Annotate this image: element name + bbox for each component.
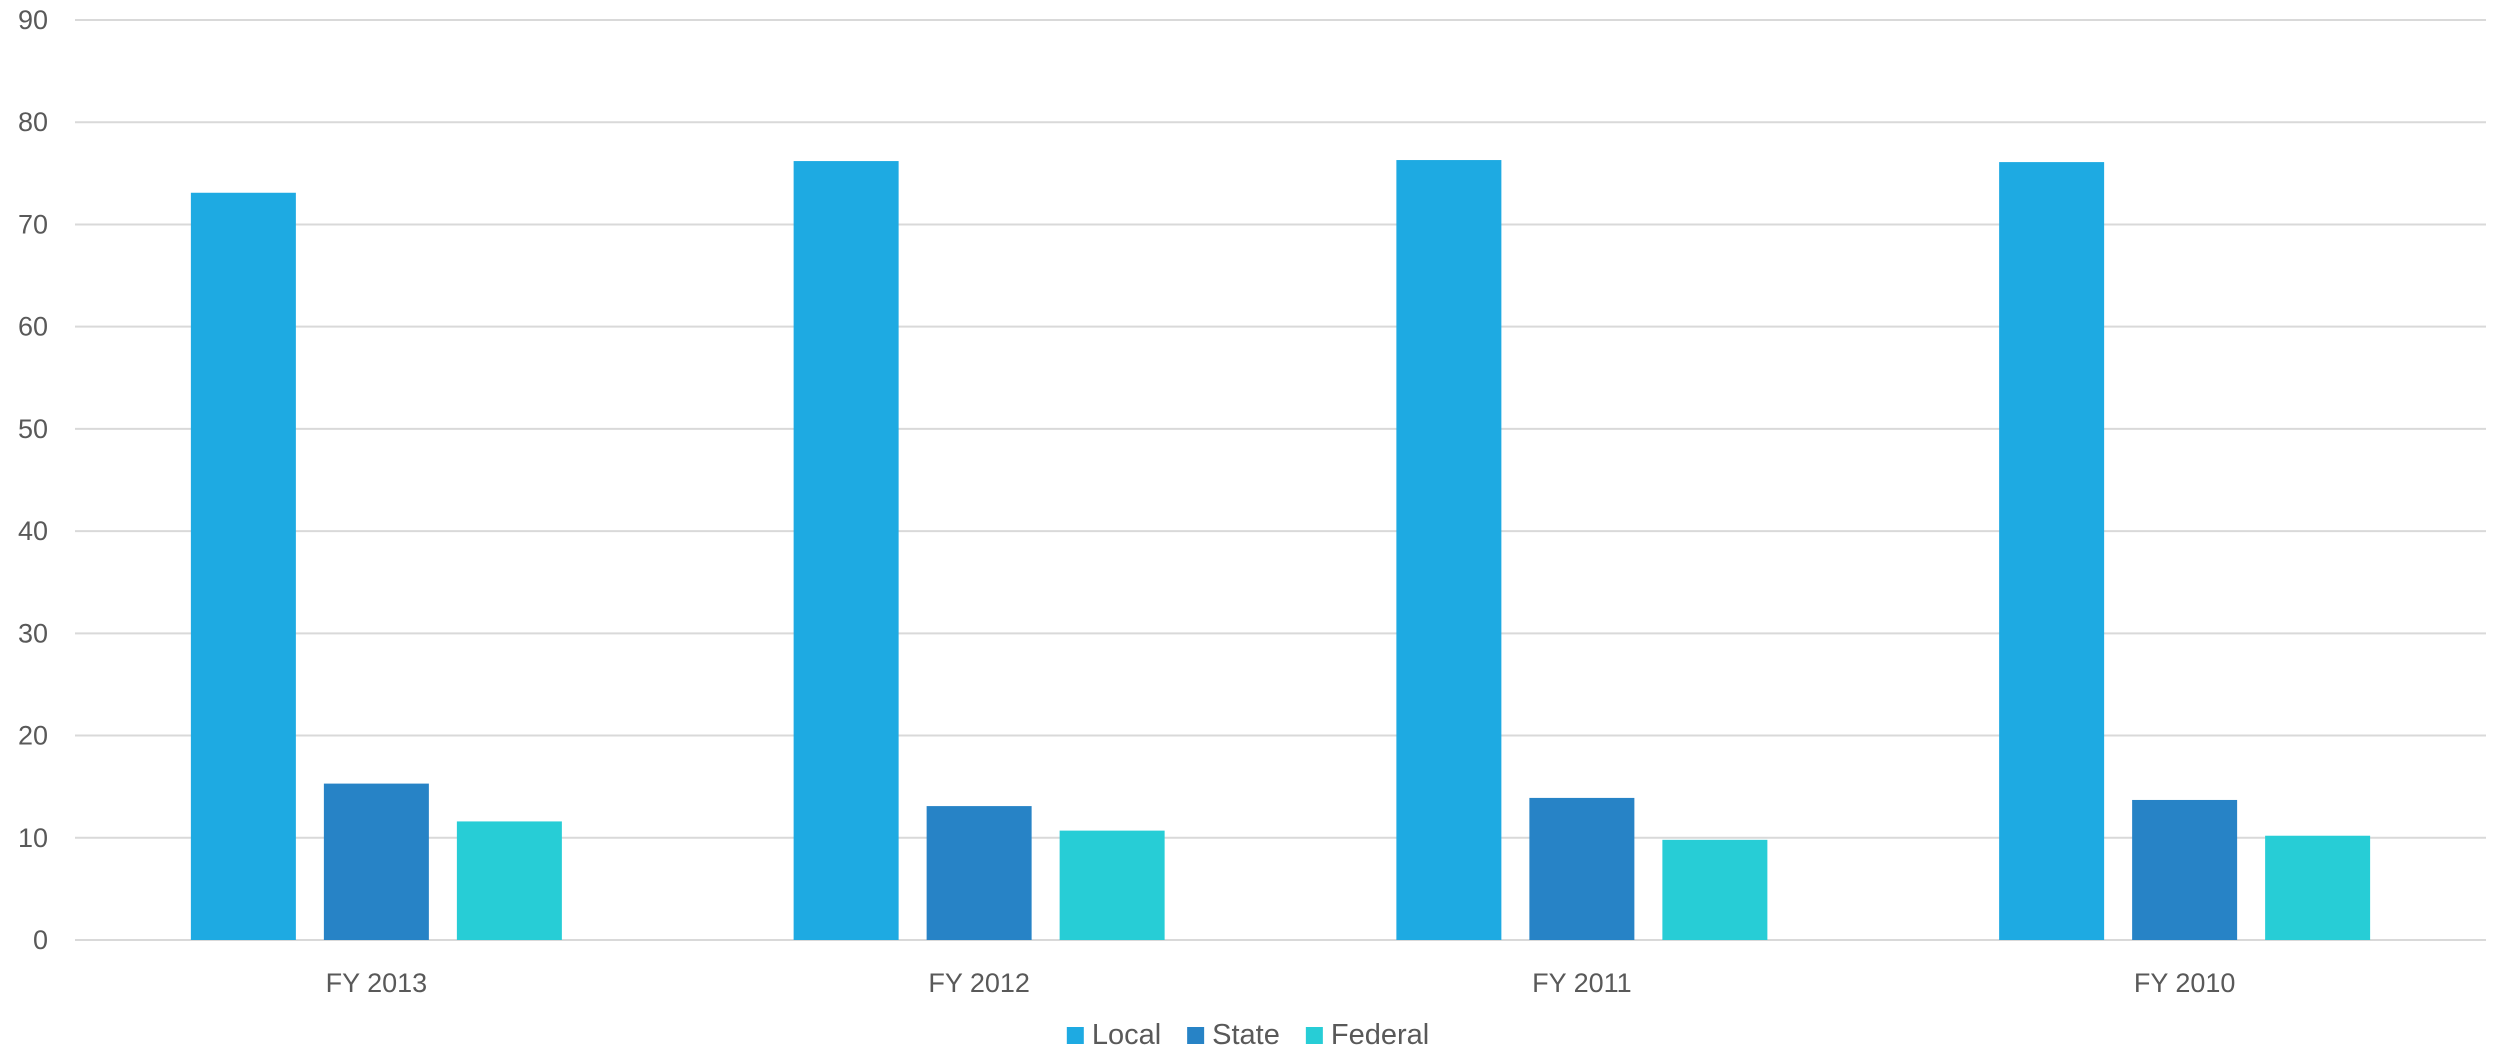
bar-federal-fy-2012 [1059,830,1165,940]
x-category-label: FY 2011 [1532,968,1632,998]
bar-federal-fy-2013 [456,821,562,940]
y-tick-label: 40 [18,516,48,546]
y-tick-label: 30 [18,618,48,648]
y-tick-label: 80 [18,107,48,137]
bar-local-fy-2011 [1396,160,1502,941]
bar-local-fy-2013 [190,192,296,940]
x-category-label: FY 2010 [2134,968,2236,998]
y-tick-label: 70 [18,209,48,239]
bars [190,160,2371,941]
legend-label-local: Local [1092,1019,1161,1051]
legend-swatch-federal [1305,1027,1323,1044]
bar-state-fy-2012 [926,806,1032,940]
bar-state-fy-2013 [323,783,429,940]
bar-state-fy-2011 [1529,797,1635,940]
bar-local-fy-2010 [1999,162,2105,941]
x-category-label: FY 2012 [928,968,1030,998]
y-tick-label: 50 [18,414,48,444]
y-tick-label: 90 [18,5,48,35]
y-axis-tick-labels: 0 10 20 30 40 50 60 70 80 90 [18,5,48,955]
bar-local-fy-2012 [793,161,899,941]
bar-state-fy-2010 [2132,799,2238,940]
bar-federal-fy-2010 [2265,835,2371,940]
bar-federal-fy-2011 [1662,839,1768,940]
y-tick-label: 20 [18,721,48,751]
x-axis-category-labels: FY 2013 FY 2012 FY 2011 FY 2010 [326,968,2236,998]
legend-swatch-state [1187,1027,1205,1044]
y-tick-label: 0 [33,925,48,955]
legend-label-federal: Federal [1331,1019,1429,1051]
x-category-label: FY 2013 [326,968,428,998]
legend-label-state: State [1212,1019,1280,1051]
y-tick-label: 10 [18,823,48,853]
gridlines [75,19,2486,941]
legend-swatch-local [1066,1027,1084,1044]
y-tick-label: 60 [18,312,48,342]
legend: Local State Federal [1066,1019,1429,1051]
